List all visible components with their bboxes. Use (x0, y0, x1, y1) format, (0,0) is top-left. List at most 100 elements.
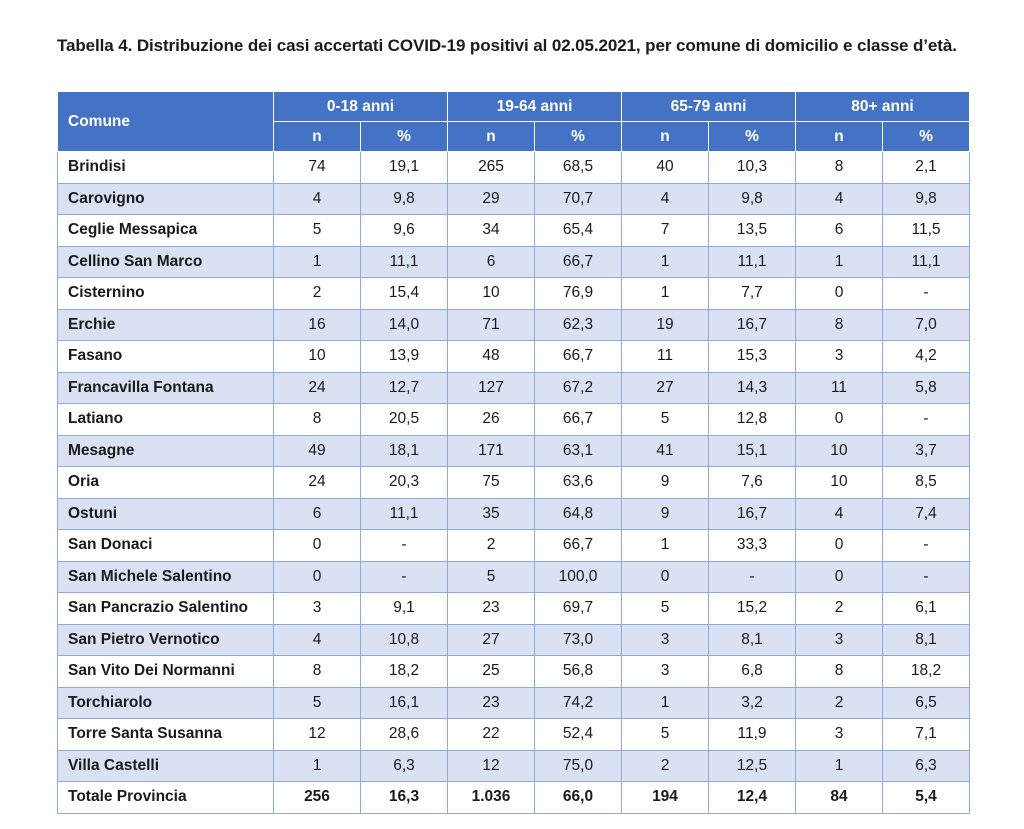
comune-name-cell: Francavilla Fontana (57, 371, 274, 404)
count-cell: 3 (621, 655, 709, 688)
percent-cell: 75,0 (534, 749, 622, 782)
percent-cell: 62,3 (534, 308, 622, 341)
count-cell: 49 (273, 434, 361, 467)
count-cell: 5 (621, 592, 709, 625)
count-cell: 71 (447, 308, 535, 341)
percent-cell: 63,1 (534, 434, 622, 467)
comune-name-cell: Torchiarolo (57, 686, 274, 719)
comune-name-cell: Brindisi (57, 151, 274, 184)
count-cell: 3 (795, 718, 883, 751)
count-cell: 23 (447, 592, 535, 625)
count-cell: 11 (795, 371, 883, 404)
percent-cell: 3,2 (708, 686, 796, 719)
table-row: Cellino San Marco 1 11,1 6 66,7 1 11,1 1 11,1 (57, 245, 970, 278)
percent-cell: 19,1 (360, 151, 448, 184)
percent-cell: 12,7 (360, 371, 448, 404)
percent-cell: - (360, 560, 448, 593)
count-cell: 1 (273, 749, 361, 782)
percent-cell: 9,8 (360, 182, 448, 215)
percent-cell: 11,1 (708, 245, 796, 278)
percent-cell: 9,8 (882, 182, 970, 215)
count-cell: 3 (795, 340, 883, 373)
header-sub-percent: % (360, 121, 448, 152)
count-cell: 6 (795, 214, 883, 247)
percent-cell: 65,4 (534, 214, 622, 247)
count-cell: 10 (795, 466, 883, 499)
count-cell: 12 (447, 749, 535, 782)
percent-cell: 20,5 (360, 403, 448, 436)
percent-cell: 68,5 (534, 151, 622, 184)
header-sub-n: n (447, 121, 535, 152)
percent-cell: 9,6 (360, 214, 448, 247)
percent-cell: 12,5 (708, 749, 796, 782)
count-cell: 48 (447, 340, 535, 373)
count-cell: 1 (795, 749, 883, 782)
comune-name-cell: Latiano (57, 403, 274, 436)
count-cell: 0 (795, 277, 883, 310)
percent-cell: 13,5 (708, 214, 796, 247)
count-cell: 1 (795, 245, 883, 278)
percent-cell: 73,0 (534, 623, 622, 656)
percent-cell: 4,2 (882, 340, 970, 373)
table-body: Brindisi 74 19,1 265 68,5 40 10,3 8 2,1 Carovigno… (57, 151, 970, 814)
count-cell: 1 (621, 529, 709, 562)
count-cell: 265 (447, 151, 535, 184)
count-cell: 74 (273, 151, 361, 184)
comune-name-cell: San Vito Dei Normanni (57, 655, 274, 688)
percent-cell: 20,3 (360, 466, 448, 499)
count-cell: 84 (795, 781, 883, 814)
count-cell: 4 (621, 182, 709, 215)
count-cell: 3 (621, 623, 709, 656)
count-cell: 1 (621, 686, 709, 719)
percent-cell: 9,1 (360, 592, 448, 625)
percent-cell: 52,4 (534, 718, 622, 751)
percent-cell: 12,4 (708, 781, 796, 814)
percent-cell: - (882, 560, 970, 593)
percent-cell: - (882, 277, 970, 310)
percent-cell: 18,2 (882, 655, 970, 688)
count-cell: 2 (795, 592, 883, 625)
percent-cell: 15,3 (708, 340, 796, 373)
count-cell: 0 (795, 560, 883, 593)
percent-cell: - (360, 529, 448, 562)
percent-cell: 8,5 (882, 466, 970, 499)
count-cell: 4 (795, 182, 883, 215)
count-cell: 2 (795, 686, 883, 719)
percent-cell: 8,1 (882, 623, 970, 656)
count-cell: 19 (621, 308, 709, 341)
header-sub-percent: % (708, 121, 796, 152)
count-cell: 4 (273, 182, 361, 215)
percent-cell: 8,1 (708, 623, 796, 656)
count-cell: 1 (273, 245, 361, 278)
comune-name-cell: San Donaci (57, 529, 274, 562)
table-row: Torchiarolo 5 16,1 23 74,2 1 3,2 2 6,5 (57, 686, 970, 719)
count-cell: 8 (795, 308, 883, 341)
percent-cell: 5,8 (882, 371, 970, 404)
percent-cell: 3,7 (882, 434, 970, 467)
count-cell: 0 (621, 560, 709, 593)
count-cell: 16 (273, 308, 361, 341)
table-row: Brindisi 74 19,1 265 68,5 40 10,3 8 2,1 (57, 151, 970, 184)
table-caption: Tabella 4. Distribuzione dei casi accert… (57, 36, 957, 55)
header-sub-n: n (273, 121, 361, 152)
percent-cell: 11,5 (882, 214, 970, 247)
table-row: Villa Castelli 1 6,3 12 75,0 2 12,5 1 6,3 (57, 749, 970, 782)
table-row: San Pancrazio Salentino 3 9,1 23 69,7 5 15,2 2 6… (57, 592, 970, 625)
count-cell: 22 (447, 718, 535, 751)
count-cell: 127 (447, 371, 535, 404)
table-row: Francavilla Fontana 24 12,7 127 67,2 27 14,3 11… (57, 371, 970, 404)
table-row: Oria 24 20,3 75 63,6 9 7,6 10 8,5 (57, 466, 970, 499)
count-cell: 5 (273, 214, 361, 247)
percent-cell: 6,5 (882, 686, 970, 719)
comune-name-cell: Villa Castelli (57, 749, 274, 782)
count-cell: 9 (621, 497, 709, 530)
table-row-total: Totale Provincia 256 16,3 1.036 66,0 194 12,4 8… (57, 781, 970, 814)
percent-cell: 6,8 (708, 655, 796, 688)
percent-cell: 66,7 (534, 529, 622, 562)
percent-cell: 15,1 (708, 434, 796, 467)
count-cell: 10 (795, 434, 883, 467)
header-age-group: 80+ anni (795, 91, 970, 122)
count-cell: 1.036 (447, 781, 535, 814)
count-cell: 24 (273, 466, 361, 499)
count-cell: 3 (273, 592, 361, 625)
